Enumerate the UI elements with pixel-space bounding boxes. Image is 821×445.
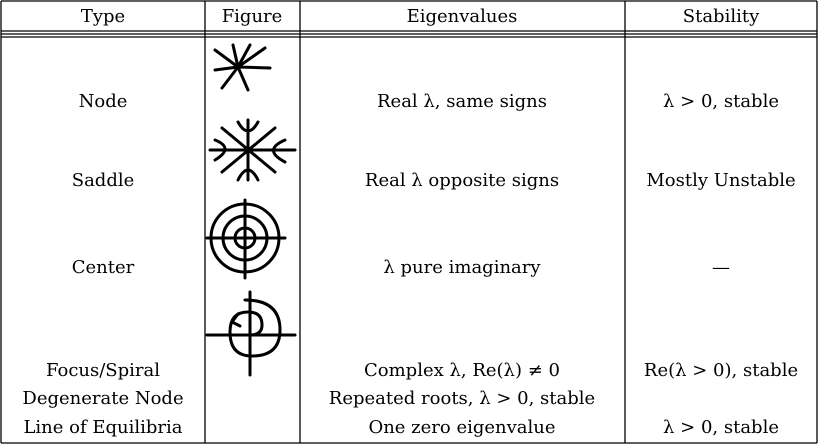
spiral-figure xyxy=(205,290,297,377)
table-cell: Degenerate Node xyxy=(22,388,183,409)
table-cell: Center xyxy=(72,257,135,278)
table-cell: λ > 0, stable xyxy=(663,91,779,112)
header-cell: Eigenvalues xyxy=(407,6,518,27)
header-cell: Figure xyxy=(222,6,283,27)
table-cell: Saddle xyxy=(72,170,135,191)
table-cell: λ > 0, stable xyxy=(663,417,779,438)
table-cell: One zero eigenvalue xyxy=(368,417,555,438)
center-figure xyxy=(205,198,287,280)
table-cell: Repeated roots, λ > 0, stable xyxy=(329,388,595,409)
table-cell: Complex λ, Re(λ) ≠ 0 xyxy=(364,360,560,381)
table-cell: λ pure imaginary xyxy=(383,257,541,278)
table-cell: Real λ opposite signs xyxy=(365,170,559,191)
table-cell: Node xyxy=(79,91,128,112)
table-cell: Re(λ > 0), stable xyxy=(644,360,798,381)
table-cell: Mostly Unstable xyxy=(646,170,795,191)
node-figure xyxy=(213,43,272,92)
table-cell: — xyxy=(712,257,730,278)
header-cell: Stability xyxy=(683,6,760,27)
table-cell: Line of Equilibria xyxy=(23,417,182,438)
table-cell: Real λ, same signs xyxy=(377,91,547,112)
saddle-figure xyxy=(208,118,297,182)
header-cell: Type xyxy=(81,6,125,27)
table-cell: Focus/Spiral xyxy=(46,360,160,381)
